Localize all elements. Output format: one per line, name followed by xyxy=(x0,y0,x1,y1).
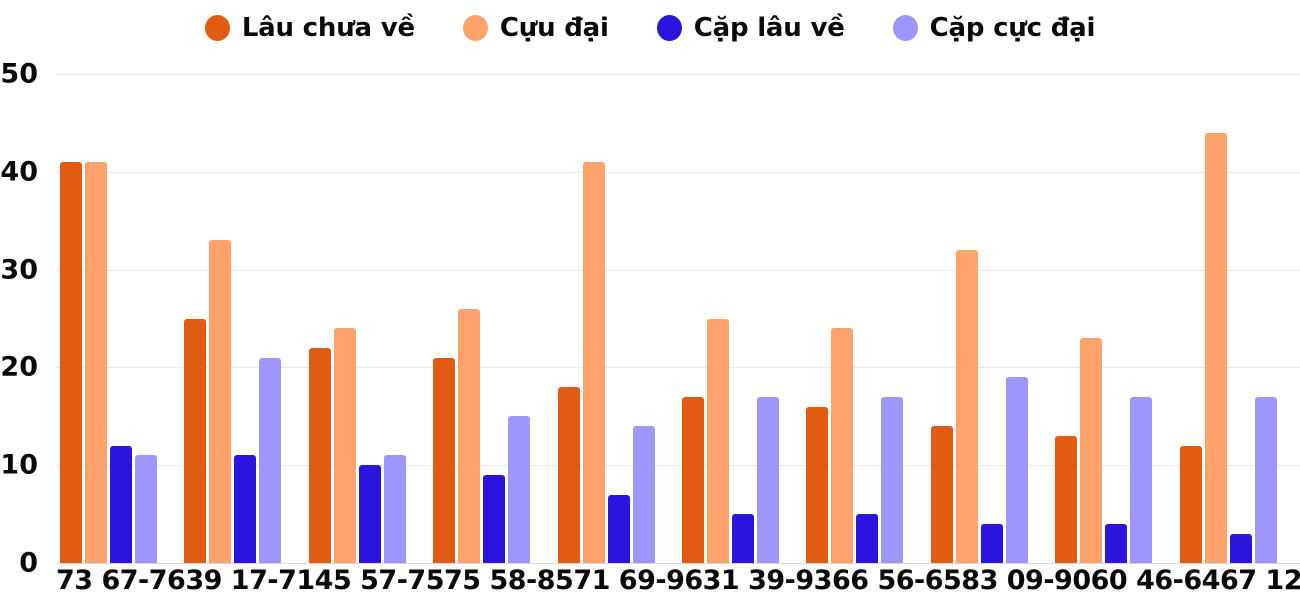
bar-group xyxy=(678,74,802,563)
bar[interactable] xyxy=(358,465,381,563)
bar[interactable] xyxy=(333,328,356,563)
bar-group xyxy=(180,74,304,563)
y-axis-tick-label: 30 xyxy=(0,254,38,286)
bar[interactable] xyxy=(184,318,207,563)
gridline xyxy=(56,367,1300,369)
bar[interactable] xyxy=(682,396,705,563)
gridline xyxy=(56,269,1300,271)
x-axis-tick-label: 83 09-90 xyxy=(961,565,1091,596)
bar-group xyxy=(305,74,429,563)
bar[interactable] xyxy=(1204,132,1227,563)
circle-marker-icon xyxy=(892,15,918,41)
x-axis-tick-label: 73 67-76 xyxy=(56,565,186,596)
bar-group xyxy=(554,74,678,563)
legend-item-label: Cặp lâu về xyxy=(693,13,845,43)
bar[interactable] xyxy=(806,406,829,563)
bar[interactable] xyxy=(234,455,257,563)
x-axis-tick-label: 71 69-96 xyxy=(573,565,703,596)
y-axis-tick-label: 0 xyxy=(19,547,38,579)
bar[interactable] xyxy=(757,396,780,563)
bar[interactable] xyxy=(607,494,630,563)
bar[interactable] xyxy=(881,396,904,563)
bar[interactable] xyxy=(1229,533,1252,563)
bar[interactable] xyxy=(557,386,580,563)
bar-group xyxy=(429,74,553,563)
bar[interactable] xyxy=(483,474,506,563)
x-axis-tick-label: 39 17-71 xyxy=(185,565,315,596)
bar[interactable] xyxy=(955,250,978,563)
bar[interactable] xyxy=(980,523,1003,563)
bar[interactable] xyxy=(383,455,406,563)
gridline xyxy=(56,563,1300,564)
bar[interactable] xyxy=(930,426,953,563)
plot-area xyxy=(56,74,1300,564)
gridline xyxy=(56,171,1300,173)
bar-group xyxy=(927,74,1051,563)
x-axis-tick-label: 60 46-64 xyxy=(1090,565,1221,596)
bar[interactable] xyxy=(1254,396,1277,563)
bar[interactable] xyxy=(308,347,331,563)
bar[interactable] xyxy=(1105,523,1128,563)
bar[interactable] xyxy=(707,318,730,563)
bar[interactable] xyxy=(831,328,854,563)
bar-group xyxy=(56,74,180,563)
y-axis-tick-label: 20 xyxy=(0,351,38,383)
bar[interactable] xyxy=(85,162,107,563)
x-axis-tick-label: 75 58-85 xyxy=(443,565,574,596)
legend-item[interactable]: Cặp lâu về xyxy=(656,13,845,43)
legend-item-label: Cặp cực đại xyxy=(929,13,1096,43)
bar[interactable] xyxy=(110,445,132,563)
x-axis-tick-label: 31 39-93 xyxy=(702,565,833,596)
legend-item-label: Lâu chưa về xyxy=(241,13,415,43)
gridline xyxy=(56,465,1300,467)
circle-marker-icon xyxy=(656,15,682,41)
bar[interactable] xyxy=(1005,377,1028,563)
y-axis-tick-label: 40 xyxy=(0,156,38,188)
bar[interactable] xyxy=(632,426,655,563)
legend-item[interactable]: Lâu chưa về xyxy=(204,13,415,43)
bar[interactable] xyxy=(135,455,157,563)
bar[interactable] xyxy=(582,162,605,563)
bar[interactable] xyxy=(1080,338,1103,563)
legend-item[interactable]: Cựu đại xyxy=(462,13,609,43)
bar[interactable] xyxy=(732,514,755,563)
bar[interactable] xyxy=(60,162,82,563)
chart-legend: Lâu chưa về Cựu đại Cặp lâu về Cặp cực đại xyxy=(0,8,1300,48)
x-axis-tick-label: 66 56-65 xyxy=(831,565,962,596)
x-axis-tick-label: 67 12-21 xyxy=(1219,565,1300,596)
bar-groups xyxy=(56,74,1300,563)
gridline xyxy=(56,74,1300,75)
circle-marker-icon xyxy=(204,15,230,41)
legend-item[interactable]: Cặp cực đại xyxy=(892,13,1096,43)
bar[interactable] xyxy=(259,357,282,563)
y-axis-tick-label: 50 xyxy=(0,58,38,90)
bar[interactable] xyxy=(433,357,456,563)
bar-group xyxy=(802,74,926,563)
bar[interactable] xyxy=(209,240,232,563)
bar[interactable] xyxy=(856,514,879,563)
bar-group xyxy=(1051,74,1175,563)
circle-marker-icon xyxy=(462,15,488,41)
legend-item-label: Cựu đại xyxy=(499,13,609,43)
y-axis: 0 10 20 30 40 50 xyxy=(0,59,48,579)
y-axis-tick-label: 10 xyxy=(0,449,38,481)
x-axis-tick-label: 45 57-75 xyxy=(314,565,445,596)
bar[interactable] xyxy=(1130,396,1153,563)
x-axis: 73 67-76 39 17-71 45 57-75 75 58-85 71 69-96… xyxy=(56,565,1300,600)
bar-group xyxy=(1176,74,1300,563)
bar[interactable] xyxy=(1055,435,1078,563)
bar[interactable] xyxy=(1179,445,1202,563)
bar[interactable] xyxy=(508,416,531,563)
bar[interactable] xyxy=(458,308,481,563)
